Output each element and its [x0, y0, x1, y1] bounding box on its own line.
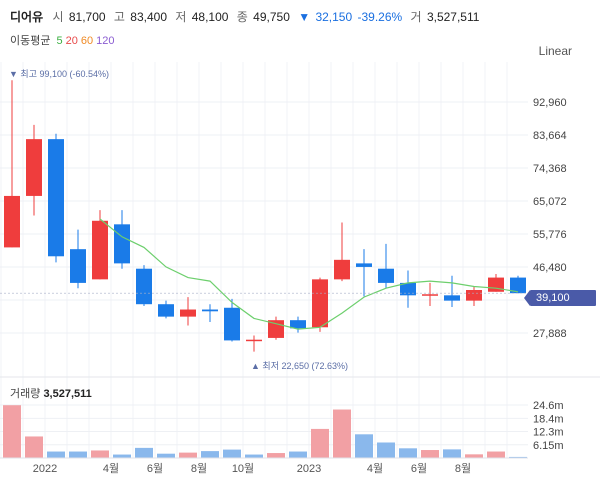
candle-body — [224, 307, 240, 341]
candle-body — [158, 304, 174, 317]
change-percent: -39.26% — [357, 10, 403, 24]
candle-body — [356, 263, 372, 267]
volume-bar — [201, 451, 219, 458]
change-down-icon: ▼ — [298, 10, 311, 24]
y-tick-label: 92,960 — [533, 97, 567, 109]
close-value: 49,750 — [253, 10, 290, 24]
volume-bar — [355, 434, 373, 458]
low-value: 48,100 — [191, 10, 229, 24]
vol-tick-label: 6.15m — [533, 440, 564, 452]
volume-bar — [47, 451, 65, 458]
ma-period-60[interactable]: 60 — [80, 35, 94, 47]
candle-body — [312, 279, 328, 328]
volume-bar — [69, 451, 87, 458]
current-price-tag: 39,100 — [524, 290, 596, 306]
candle-body — [92, 220, 108, 280]
candle-body — [334, 259, 350, 280]
volume-bar — [487, 451, 505, 458]
scale-toggle-button[interactable]: Linear — [538, 44, 572, 58]
candle-body — [466, 290, 482, 301]
candle-body — [488, 277, 504, 292]
candle-body — [268, 320, 284, 338]
candle-body — [422, 294, 438, 296]
volume-value: 3,527,511 — [426, 10, 480, 24]
open-label: 시 — [52, 10, 64, 24]
candle-body — [180, 309, 196, 317]
close-label: 종 — [236, 10, 248, 24]
volume-bar — [113, 454, 131, 458]
change-value: 32,150 — [315, 10, 353, 24]
ma-period-5[interactable]: 5 — [56, 35, 63, 47]
low-annotation: ▲ 최저 22,650 (72.63%) — [251, 361, 348, 371]
candle-body — [400, 282, 416, 296]
volume-panel-value: 3,527,511 — [43, 388, 92, 400]
y-tick-label: 27,888 — [533, 328, 567, 340]
ma-period-20[interactable]: 20 — [65, 35, 78, 47]
volume-bar — [509, 456, 527, 458]
volume-bar — [465, 454, 483, 458]
y-tick-label: 83,664 — [533, 130, 567, 142]
volume-bar — [443, 449, 461, 458]
open-value: 81,700 — [68, 10, 106, 24]
moving-average-legend[interactable]: 이동평균 5 20 60 120 — [10, 32, 121, 48]
moving-average-label: 이동평균 — [10, 35, 51, 47]
volume-bar — [421, 450, 439, 458]
volume-bar — [91, 450, 109, 458]
x-tick-label: 6월 — [147, 462, 163, 475]
volume-bar — [245, 454, 263, 458]
y-tick-label: 74,368 — [533, 163, 567, 175]
candle-body — [70, 249, 86, 283]
x-tick-label: 2023 — [297, 463, 321, 475]
candle-body — [444, 295, 460, 301]
x-tick-label: 10월 — [232, 462, 254, 475]
vol-tick-label: 12.3m — [533, 427, 564, 439]
volume-bar — [223, 449, 241, 458]
volume-bar — [289, 451, 307, 458]
vol-tick-label: 18.4m — [533, 413, 564, 425]
high-label: 고 — [113, 10, 125, 24]
volume-bar — [135, 447, 153, 458]
price-summary: 디어유 시 81,700 고 83,400 저 48,100 종 49,750 … — [10, 8, 484, 25]
volume-bar — [3, 405, 21, 458]
y-tick-label: 46,480 — [533, 262, 567, 274]
moving-average-periods: 5 20 60 120 — [57, 35, 118, 47]
volume-bar — [267, 453, 285, 458]
ma-period-120[interactable]: 120 — [96, 35, 115, 47]
x-tick-label: 6월 — [411, 462, 427, 475]
moving-average-line — [99, 218, 519, 330]
volume-bar — [157, 453, 175, 458]
volume-bar — [399, 448, 417, 458]
candle-body — [48, 139, 64, 257]
x-tick-label: 2022 — [33, 463, 57, 475]
volume-label: 거 — [410, 10, 422, 24]
volume-panel-label: 거래량 3,527,511 — [10, 385, 92, 401]
x-tick-label: 4월 — [367, 462, 383, 475]
candle-body — [4, 195, 20, 248]
stock-name: 디어유 — [10, 10, 44, 24]
x-tick-label: 8월 — [191, 462, 207, 475]
x-tick-label: 4월 — [103, 462, 119, 475]
volume-bar — [311, 428, 329, 458]
high-value: 83,400 — [130, 10, 167, 24]
y-tick-label: 55,776 — [533, 229, 567, 241]
vol-tick-label: 24.6m — [533, 400, 564, 412]
candle-body — [246, 339, 262, 342]
x-tick-label: 8월 — [455, 462, 471, 475]
candle-body — [136, 268, 152, 305]
candle-body — [26, 139, 42, 196]
candle-body — [114, 224, 130, 264]
volume-bar — [333, 409, 351, 458]
candle-body — [290, 320, 306, 329]
volume-bar — [377, 442, 395, 458]
volume-panel-title: 거래량 — [10, 388, 41, 400]
volume-bar — [179, 452, 197, 458]
y-tick-label: 65,072 — [533, 196, 567, 208]
candle-body — [202, 309, 218, 312]
volume-bar — [25, 436, 43, 458]
high-annotation: ▼ 최고 99,100 (-60.54%) — [9, 69, 109, 79]
low-label: 저 — [175, 10, 187, 24]
candle-body — [378, 268, 394, 283]
